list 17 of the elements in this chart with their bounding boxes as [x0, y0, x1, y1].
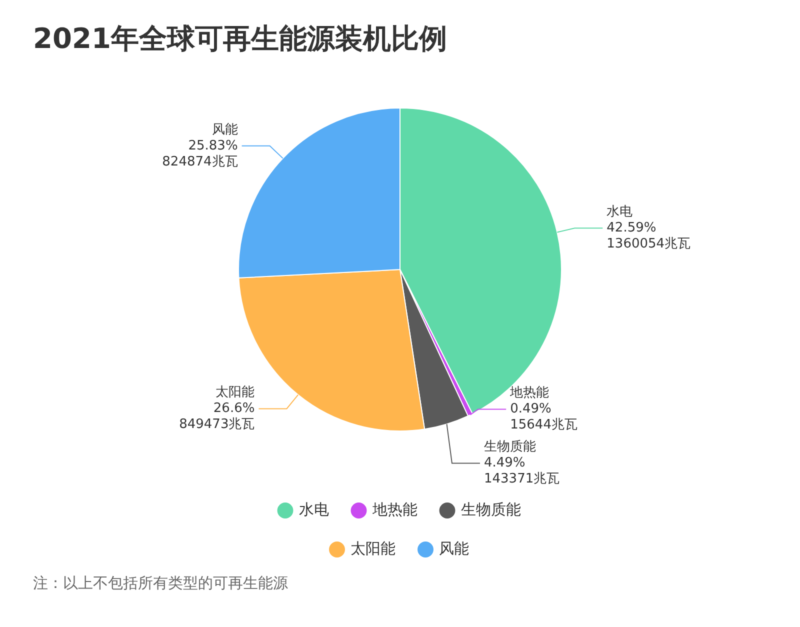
slice-label: 地热能 — [509, 386, 550, 401]
legend-label: 地热能 — [371, 500, 418, 518]
legend-label: 生物质能 — [460, 500, 521, 518]
slice-label: 水电 — [606, 204, 633, 220]
data-label: 4.49% 143371兆瓦 — [484, 456, 560, 487]
legend-label: 风能 — [439, 539, 469, 558]
slice-label: 太阳能 — [216, 385, 255, 400]
legend-label: 太阳能 — [350, 539, 396, 558]
data-label: 0.49% 15644兆瓦 — [510, 402, 578, 433]
text: 注：以上不包括所有类型的可再生能源 — [33, 574, 288, 593]
slice-label: 风能 — [212, 122, 238, 138]
data-label: 42.59% 1360054兆瓦 — [606, 220, 691, 252]
legend-label: 水电 — [298, 500, 329, 518]
slice-label: 生物质能 — [484, 440, 536, 455]
data-label: 25.83% 824874兆瓦 — [162, 138, 238, 170]
chart-title: 2021年全球可再生能源装机比例 — [33, 21, 447, 57]
data-label: 26.6% 849473兆瓦 — [179, 401, 255, 432]
